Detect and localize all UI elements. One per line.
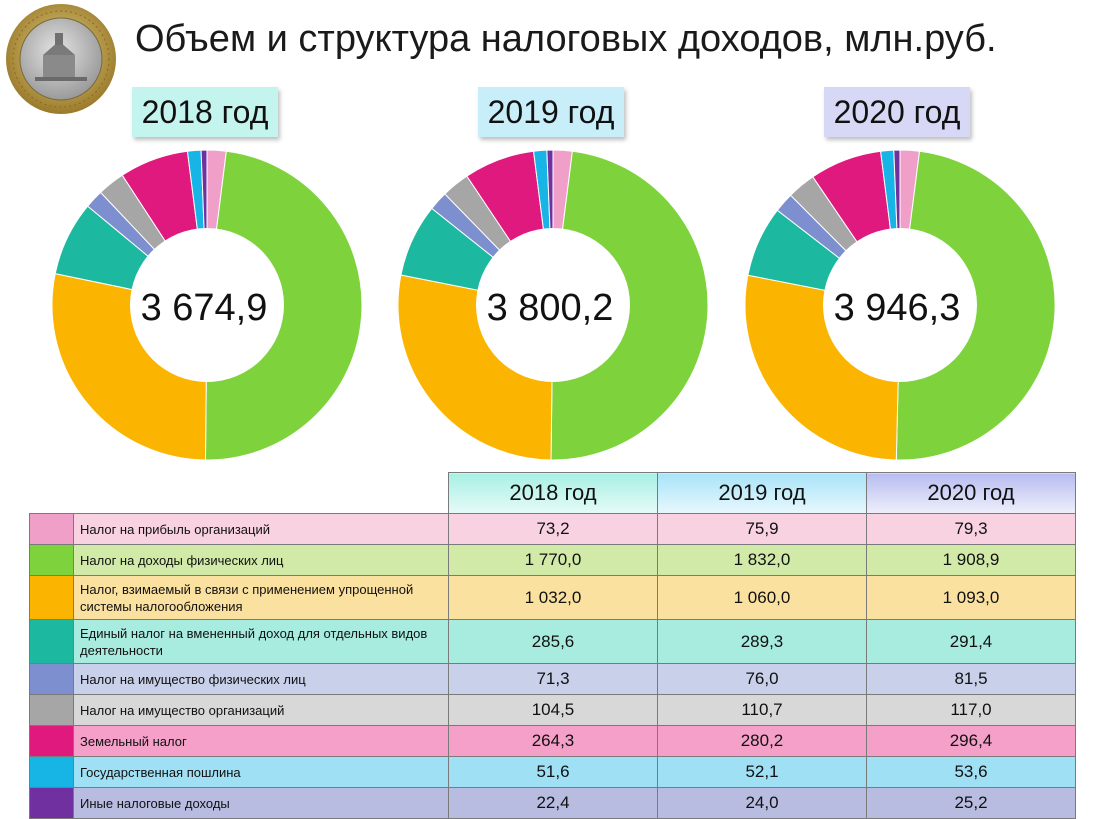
value-cell: 1 770,0 <box>448 544 658 576</box>
header-blank <box>30 473 74 514</box>
tax-name-cell: Налог на доходы физических лиц <box>73 544 449 576</box>
value-cell: 291,4 <box>866 619 1076 664</box>
page-title: Объем и структура налоговых доходов, млн… <box>135 18 997 60</box>
value-cell: 24,0 <box>657 787 867 819</box>
table-row: Государственная пошлина 51,6 52,1 53,6 <box>29 756 1076 788</box>
tax-revenue-table: 2018 год 2019 год 2020 год Налог на приб… <box>29 472 1076 819</box>
table-row: Налог на имущество организаций 104,5 110,7… <box>29 694 1076 726</box>
table-row: Налог на доходы физических лиц 1 770,0 1 8… <box>29 544 1076 576</box>
value-cell: 264,3 <box>448 725 658 757</box>
tax-name-cell: Налог на имущество организаций <box>73 694 449 726</box>
value-cell: 1 032,0 <box>448 575 658 620</box>
value-cell: 71,3 <box>448 663 658 695</box>
value-cell: 52,1 <box>657 756 867 788</box>
value-cell: 1 832,0 <box>657 544 867 576</box>
value-cell: 104,5 <box>448 694 658 726</box>
legend-swatch <box>29 694 74 726</box>
value-cell: 280,2 <box>657 725 867 757</box>
table-row: Земельный налог 264,3 280,2 296,4 <box>29 725 1076 757</box>
tax-name-cell: Государственная пошлина <box>73 756 449 788</box>
table-header-row: 2018 год 2019 год 2020 год <box>30 472 1076 514</box>
value-cell: 1 908,9 <box>866 544 1076 576</box>
table-row: Единый налог на вмененный доход для отде… <box>29 619 1076 664</box>
donut-chart-2019: 3 800,2 <box>397 149 709 461</box>
legend-swatch <box>29 725 74 757</box>
tax-name-cell: Налог на прибыль организаций <box>73 513 449 545</box>
table-row: Налог на прибыль организаций 73,2 75,9 79,3 <box>29 513 1076 545</box>
tax-name-cell: Единый налог на вмененный доход для отде… <box>73 619 449 664</box>
column-header-2018: 2018 год <box>448 472 658 514</box>
tax-name-cell: Налог, взимаемый в связи с применением у… <box>73 575 449 620</box>
tax-name-cell: Земельный налог <box>73 725 449 757</box>
header-blank <box>74 473 449 514</box>
value-cell: 289,3 <box>657 619 867 664</box>
value-cell: 1 093,0 <box>866 575 1076 620</box>
tax-name-cell: Налог на имущество физических лиц <box>73 663 449 695</box>
tax-name-cell: Иные налоговые доходы <box>73 787 449 819</box>
legend-swatch <box>29 619 74 664</box>
value-cell: 75,9 <box>657 513 867 545</box>
donut-total-2018: 3 674,9 <box>141 287 268 329</box>
year-label-2019: 2019 год <box>478 87 624 137</box>
value-cell: 81,5 <box>866 663 1076 695</box>
table-row: Иные налоговые доходы 22,4 24,0 25,2 <box>29 787 1076 819</box>
donut-total-2019: 3 800,2 <box>487 287 614 329</box>
year-label-2020: 2020 год <box>824 87 970 137</box>
value-cell: 76,0 <box>657 663 867 695</box>
value-cell: 51,6 <box>448 756 658 788</box>
legend-swatch <box>29 544 74 576</box>
donut-chart-2020: 3 946,3 <box>744 149 1056 461</box>
table-row: Налог на имущество физических лиц 71,3 76,… <box>29 663 1076 695</box>
coin-emblem <box>6 4 116 114</box>
value-cell: 53,6 <box>866 756 1076 788</box>
value-cell: 73,2 <box>448 513 658 545</box>
value-cell: 110,7 <box>657 694 867 726</box>
value-cell: 296,4 <box>866 725 1076 757</box>
donut-total-2020: 3 946,3 <box>834 287 961 329</box>
value-cell: 25,2 <box>866 787 1076 819</box>
value-cell: 117,0 <box>866 694 1076 726</box>
table-row: Налог, взимаемый в связи с применением у… <box>29 575 1076 620</box>
legend-swatch <box>29 756 74 788</box>
column-header-2019: 2019 год <box>657 472 867 514</box>
legend-swatch <box>29 575 74 620</box>
value-cell: 1 060,0 <box>657 575 867 620</box>
legend-swatch <box>29 663 74 695</box>
column-header-2020: 2020 год <box>866 472 1076 514</box>
legend-swatch <box>29 787 74 819</box>
value-cell: 79,3 <box>866 513 1076 545</box>
donut-chart-2018: 3 674,9 <box>51 149 363 461</box>
legend-swatch <box>29 513 74 545</box>
value-cell: 22,4 <box>448 787 658 819</box>
year-label-2018: 2018 год <box>132 87 278 137</box>
value-cell: 285,6 <box>448 619 658 664</box>
